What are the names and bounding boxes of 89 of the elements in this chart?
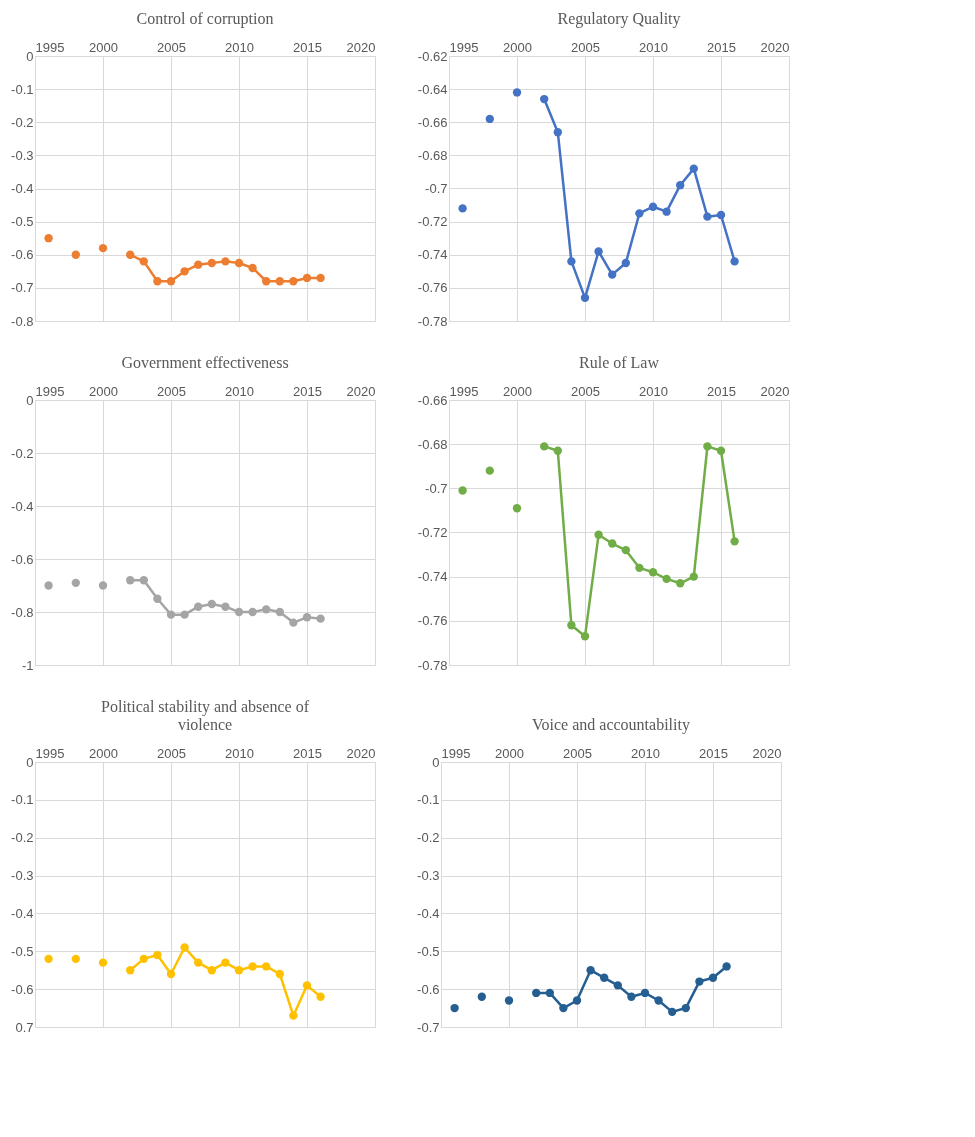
y-tick-label: -0.5: [11, 943, 34, 959]
y-tick-label: -0.76: [417, 280, 448, 296]
x-tick-label: 1995: [449, 383, 479, 399]
x-tick-label: 2000: [89, 383, 118, 399]
y-tick-label: -0.8: [11, 604, 34, 620]
y-tick-label: -0.1: [417, 792, 440, 808]
x-tick-label: 2020: [752, 745, 782, 761]
y-tick-label: -0.7: [417, 1019, 440, 1035]
y-tick-label: -0.6: [417, 981, 440, 997]
x-tick-label: 2020: [760, 39, 790, 55]
y-tick-label: 0: [26, 392, 34, 408]
y-tick-label: -0.6: [11, 981, 34, 997]
y-tick-label: -0.66: [417, 392, 448, 408]
y-tick-label: -0.66: [417, 114, 448, 130]
x-tick-label: 2020: [346, 745, 376, 761]
x-tick-label: 2010: [225, 39, 254, 55]
y-tick-label: -0.78: [417, 313, 448, 329]
y-tick-label: -0.3: [11, 868, 34, 884]
x-tick-label: 2015: [293, 383, 322, 399]
y-tick-label: -0.2: [11, 830, 34, 846]
y-tick-label: -0.74: [417, 247, 448, 263]
y-tick-label: -0.5: [11, 214, 34, 230]
y-tick-label: -0.7: [425, 181, 448, 196]
x-tick-label: 2015: [293, 745, 322, 761]
y-tick-label: -0.68: [417, 147, 448, 163]
x-tick-label: 1995: [449, 39, 479, 55]
y-tick-label: -1: [21, 657, 34, 673]
y-tick-label: -0.8: [11, 313, 34, 329]
y-tick-label: -0.74: [417, 569, 448, 585]
x-tick-label: 2000: [89, 745, 118, 761]
y-tick-label: -0.3: [417, 868, 440, 884]
y-tick-label: 0: [26, 754, 34, 770]
x-tick-label: 1995: [35, 39, 65, 55]
x-tick-label: 1995: [441, 745, 471, 761]
y-tick-label: -0.62: [417, 48, 448, 64]
x-tick-label: 2005: [157, 39, 186, 55]
y-tick-label: -0.64: [417, 81, 448, 97]
y-tick-label: -0.72: [417, 525, 448, 540]
x-tick-label: 2010: [639, 39, 668, 55]
y-tick-label: -0.68: [417, 436, 448, 452]
chart-title: Government effectiveness: [121, 354, 289, 371]
x-tick-label: 2000: [503, 383, 532, 399]
y-tick-label: -0.6: [11, 551, 34, 567]
y-tick-label: 0: [26, 48, 34, 64]
y-tick-label: -0.76: [417, 613, 448, 629]
chart-title: Rule of Law: [579, 354, 660, 371]
x-tick-label: 2015: [293, 39, 322, 55]
y-tick-label: -0.2: [11, 445, 34, 461]
y-tick-label: -0.4: [417, 905, 440, 921]
x-tick-label: 2010: [225, 745, 254, 761]
x-tick-label: 2005: [157, 745, 186, 761]
x-tick-label: 2010: [639, 383, 668, 399]
x-tick-label: 2005: [571, 383, 600, 399]
y-tick-label: -0.78: [417, 657, 448, 673]
x-tick-label: 1995: [35, 745, 65, 761]
y-tick-label: -0.7: [11, 280, 34, 296]
x-tick-label: 1995: [35, 383, 65, 399]
x-tick-label: 2020: [346, 39, 376, 55]
chart-title: Regulatory Quality: [557, 10, 681, 28]
x-tick-label: 2000: [89, 39, 118, 55]
x-tick-label: 2000: [503, 39, 532, 55]
y-tick-label: -0.7: [425, 480, 448, 496]
y-tick-label: -0.6: [11, 247, 34, 263]
y-tick-label: 0.7: [15, 1019, 34, 1035]
y-tick-label: -0.4: [11, 905, 34, 921]
x-tick-label: 2015: [707, 39, 736, 55]
y-tick-label: -0.2: [11, 114, 34, 130]
x-tick-label: 2010: [631, 745, 660, 761]
x-tick-label: 2015: [707, 383, 736, 399]
x-tick-label: 2005: [563, 745, 592, 761]
y-tick-label: -0.2: [417, 830, 440, 846]
chart-title: Control of corruption: [136, 10, 274, 28]
x-tick-label: 2015: [699, 745, 728, 761]
x-tick-label: 2000: [495, 745, 524, 761]
chart-title: Political stability and absence of violence: [101, 698, 310, 733]
y-tick-label: -0.72: [417, 214, 448, 230]
y-tick-label: -0.4: [11, 498, 34, 514]
y-tick-label: -0.1: [11, 81, 34, 97]
x-tick-label: 2005: [157, 383, 186, 399]
y-tick-label: -0.4: [11, 181, 34, 196]
x-tick-label: 2010: [225, 383, 254, 399]
y-tick-label: -0.3: [11, 147, 34, 163]
y-tick-label: -0.5: [417, 943, 440, 959]
y-tick-label: 0: [432, 754, 440, 770]
y-tick-label: -0.1: [11, 792, 34, 808]
chart-title: Voice and accountability: [532, 716, 690, 734]
x-tick-label: 2005: [571, 39, 600, 55]
x-tick-label: 2020: [346, 383, 376, 399]
x-tick-label: 2020: [760, 383, 790, 399]
